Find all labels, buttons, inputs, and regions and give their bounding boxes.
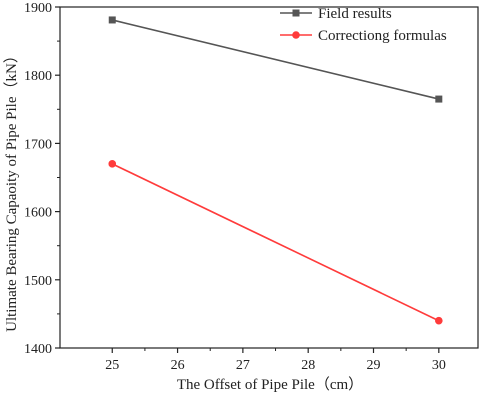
x-tick-label: 26 [171, 358, 185, 373]
y-tick-label: 1800 [24, 69, 52, 84]
series-line-2 [111, 163, 440, 322]
data-point [435, 316, 443, 325]
x-tick-label: 29 [367, 358, 381, 373]
x-axis-title: The Offset of Pipe Pile（cm） [177, 376, 363, 393]
legend-marker [292, 9, 300, 17]
series [108, 16, 443, 325]
tick-labels: 25 26 27 28 29 30 1400 1500 1600 1700 1800 1900 [24, 1, 446, 373]
data-point [108, 16, 116, 24]
x-tick-label: 30 [432, 358, 446, 373]
legend-label: Correctiong formulas [318, 28, 447, 44]
y-axis-title: Ultimate Bearing Capaoity of Pipe Pile（k… [3, 48, 20, 332]
x-tick-label: 25 [105, 358, 119, 373]
data-point [435, 95, 443, 103]
legend: Field results Correctiong formulas [280, 6, 447, 44]
series-line-1 [112, 19, 440, 100]
legend-marker [292, 31, 300, 39]
x-tick-label: 28 [301, 358, 315, 373]
y-tick-label: 1700 [24, 137, 52, 152]
legend-label: Field results [318, 6, 392, 22]
axes [55, 6, 479, 353]
y-tick-label: 1500 [24, 274, 52, 289]
y-tick-label: 1400 [24, 342, 52, 357]
y-tick-label: 1900 [24, 1, 52, 16]
data-point [108, 160, 117, 168]
y-tick-label: 1600 [24, 206, 52, 221]
x-tick-label: 27 [236, 358, 250, 373]
